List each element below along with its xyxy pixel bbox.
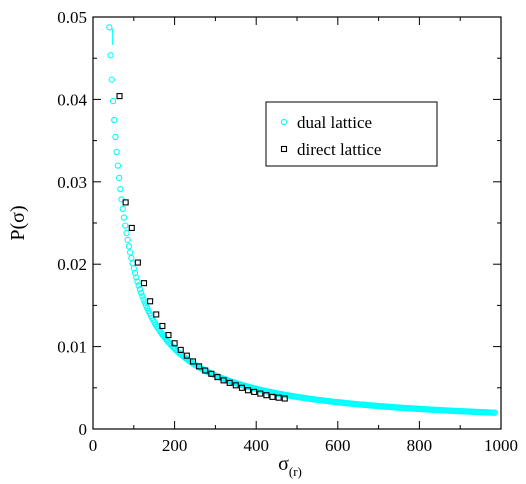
- dual-lattice-point: [114, 162, 122, 169]
- legend-label-direct-lattice: direct lattice: [297, 140, 381, 159]
- dual-lattice-point: [120, 214, 128, 221]
- y-tick-label: 0.01: [57, 338, 87, 357]
- x-axis-title-main: σ: [278, 453, 289, 475]
- direct-lattice-point: [140, 280, 148, 287]
- dual-lattice-point: [126, 249, 134, 256]
- direct-lattice-point: [122, 199, 129, 206]
- y-axis-title: P(σ): [7, 205, 29, 240]
- dual-lattice-point: [137, 289, 145, 296]
- y-tick-label: 0.03: [57, 173, 87, 192]
- direct-lattice-point: [251, 388, 258, 395]
- y-tick-label: 0.05: [57, 8, 87, 27]
- direct-lattice-point: [208, 370, 215, 377]
- direct-lattice-point: [220, 377, 227, 384]
- x-axis-title-sub: (r): [289, 464, 302, 479]
- chart-marks: [106, 24, 499, 416]
- direct-lattice-point: [116, 93, 123, 100]
- y-tick-label: 0: [79, 420, 88, 439]
- direct-lattice-point: [153, 311, 160, 318]
- dual-lattice-point: [139, 293, 146, 300]
- dual-lattice-point: [125, 243, 133, 250]
- dual-lattice-point: [113, 148, 120, 156]
- dual-lattice-point: [124, 236, 131, 244]
- dual-lattice-point: [108, 76, 115, 83]
- dual-lattice-point: [123, 229, 130, 237]
- x-tick-label: 1000: [484, 436, 518, 455]
- dual-lattice-point: [140, 296, 147, 303]
- direct-lattice-point: [196, 363, 203, 370]
- direct-lattice-point: [177, 346, 184, 353]
- x-tick-label: 800: [407, 436, 433, 455]
- direct-lattice-point: [159, 322, 166, 330]
- dual-lattice-point: [128, 254, 135, 262]
- dual-lattice-point: [122, 222, 129, 229]
- legend-box: [265, 101, 438, 167]
- dual-lattice-point: [133, 274, 140, 281]
- dual-lattice-point: [491, 409, 499, 416]
- direct-lattice-point: [263, 392, 270, 399]
- legend-marker-direct-lattice: [280, 145, 288, 153]
- y-tick-label: 0.04: [57, 90, 87, 109]
- dual-lattice-point: [117, 186, 124, 193]
- legend: dual lattice direct lattice: [265, 101, 438, 167]
- dual-lattice-point: [111, 116, 118, 124]
- dual-lattice-point: [107, 52, 114, 59]
- direct-lattice-point: [147, 298, 154, 305]
- dual-lattice-point: [112, 133, 119, 140]
- direct-lattice-point: [183, 352, 190, 359]
- direct-lattice-point: [171, 340, 178, 347]
- dual-lattice-point: [106, 24, 113, 31]
- direct-lattice-point: [275, 394, 282, 401]
- direct-lattice-point: [165, 332, 172, 339]
- direct-lattice-point: [281, 395, 288, 402]
- dual-lattice-point: [134, 278, 141, 285]
- direct-lattice-point: [269, 393, 276, 400]
- direct-lattice-point: [257, 390, 264, 397]
- x-tick-label: 200: [162, 436, 188, 455]
- legend-marker-dual-lattice: [280, 118, 288, 126]
- x-tick-label: 400: [243, 436, 269, 455]
- dual-lattice-point: [115, 174, 123, 182]
- x-tick-label: 600: [325, 436, 351, 455]
- dual-lattice-point: [129, 260, 136, 267]
- direct-lattice-point: [189, 358, 197, 365]
- direct-lattice-point: [214, 374, 221, 381]
- dual-lattice-point: [109, 97, 117, 105]
- plot-frame: [92, 16, 502, 430]
- direct-lattice-point: [202, 367, 209, 374]
- legend-label-dual-lattice: dual lattice: [297, 113, 372, 132]
- direct-lattice-point: [226, 379, 233, 386]
- direct-lattice-point: [244, 387, 252, 394]
- x-tick-label: 0: [89, 436, 98, 455]
- direct-lattice-point: [134, 259, 141, 266]
- direct-lattice-point: [128, 224, 135, 231]
- direct-lattice-point: [232, 382, 239, 389]
- dual-lattice-point: [119, 205, 126, 213]
- y-tick-label: 0.02: [57, 255, 87, 274]
- x-axis-title: σ(r): [278, 453, 302, 479]
- direct-lattice-point: [238, 384, 245, 391]
- dual-lattice-point: [136, 286, 144, 293]
- axis-ticks: 0 200 400 600 800 1000 0 0.01 0.02 0.03 0.04 0.05: [57, 8, 518, 455]
